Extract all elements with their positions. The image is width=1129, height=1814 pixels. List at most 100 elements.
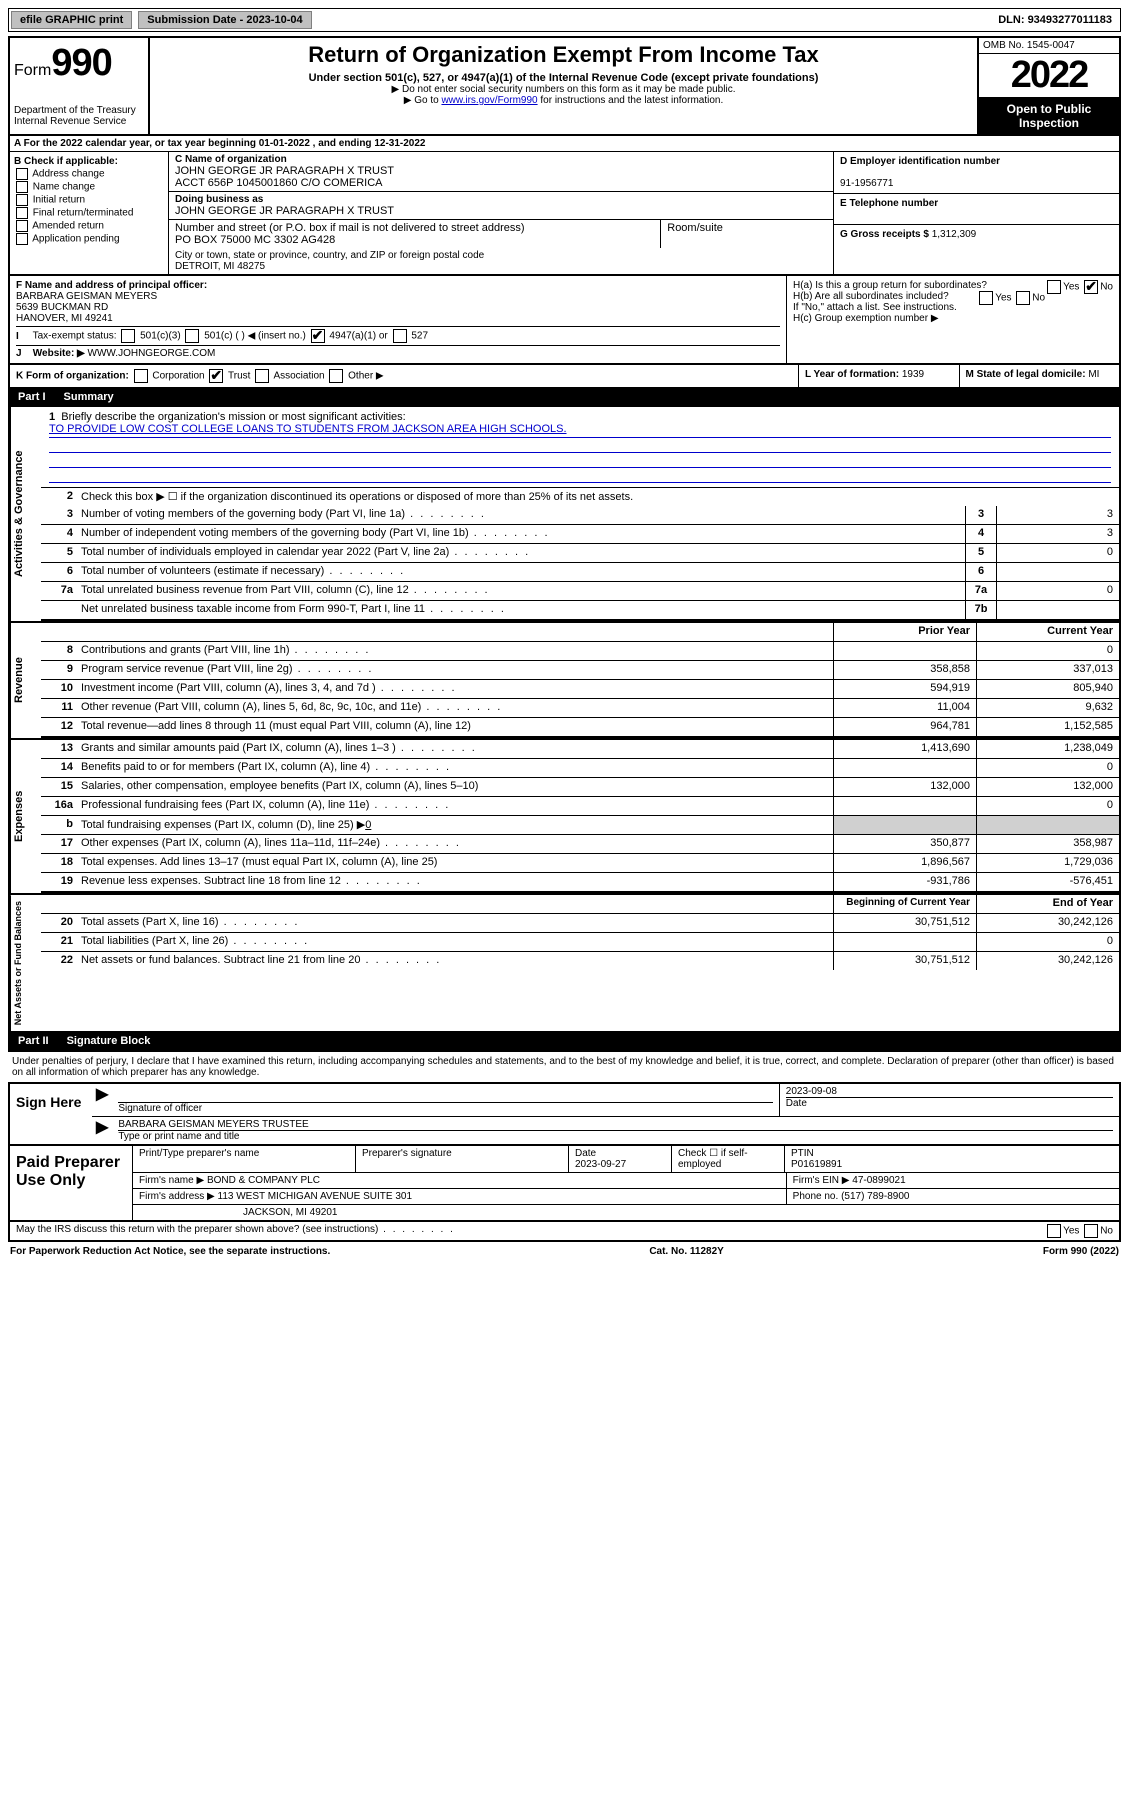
e-phone: E Telephone number — [834, 194, 1119, 225]
ha-group-return: H(a) Is this a group return for subordin… — [793, 280, 1113, 291]
cb-name-change[interactable]: Name change — [14, 181, 164, 193]
f-addr1: 5639 BUCKMAN RD — [16, 302, 108, 313]
line-4: 4Number of independent voting members of… — [41, 525, 1119, 544]
line-10: 10Investment income (Part VIII, column (… — [41, 680, 1119, 699]
mission-blank-1 — [49, 438, 1111, 453]
addr-row: Number and street (or P.O. box if mail i… — [169, 220, 833, 248]
sig-row-1: ▶ Signature of officer 2023-09-08 Date — [92, 1084, 1119, 1117]
mission-blank-3 — [49, 468, 1111, 483]
f-addr2: HANOVER, MI 49241 — [16, 313, 113, 324]
officer-status-block: F Name and address of principal officer:… — [8, 276, 1121, 365]
i-o3: 4947(a)(1) or — [329, 331, 387, 342]
row-a-tax-year: A For the 2022 calendar year, or tax yea… — [8, 136, 1121, 152]
tax-year: 2022 — [979, 54, 1119, 98]
m-label: M State of legal domicile: — [966, 369, 1086, 380]
line-1-mission: 1 Briefly describe the organization's mi… — [41, 407, 1119, 488]
part2-header: Part II Signature Block — [8, 1033, 1121, 1051]
prep-addr2: JACKSON, MI 49201 — [133, 1205, 343, 1220]
i-tax-status: I Tax-exempt status: 501(c)(3) 501(c) ( … — [16, 326, 780, 343]
part1-header: Part I Summary — [8, 389, 1121, 407]
submission-date-value: 2023-10-04 — [246, 14, 302, 26]
dln-value: 93493277011183 — [1028, 14, 1112, 26]
m-state: M State of legal domicile: MI — [960, 365, 1120, 387]
vtab-expenses: Expenses — [10, 740, 41, 893]
line-7a: 7aTotal unrelated business revenue from … — [41, 582, 1119, 601]
part2-title: Signature Block — [67, 1035, 151, 1047]
i-o4: 527 — [411, 331, 428, 342]
section-expenses: Expenses 13Grants and similar amounts pa… — [8, 740, 1121, 895]
prep-selfemp: Check ☐ if self-employed — [672, 1146, 785, 1172]
hc-exemption: H(c) Group exemption number ▶ — [793, 313, 1113, 324]
line-5: 5Total number of individuals employed in… — [41, 544, 1119, 563]
paid-preparer-block: Paid Preparer Use Only Print/Type prepar… — [8, 1146, 1121, 1222]
header-right: OMB No. 1545-0047 2022 Open to Public In… — [977, 38, 1119, 134]
prep-firm-addr: Firm's address ▶ 113 WEST MICHIGAN AVENU… — [133, 1189, 787, 1204]
line-17: 17Other expenses (Part IX, column (A), l… — [41, 835, 1119, 854]
header-mid: Return of Organization Exempt From Incom… — [150, 38, 977, 134]
officer-sig-label: Signature of officer — [118, 1102, 772, 1114]
f-label: F Name and address of principal officer: — [16, 280, 207, 291]
col-deg: D Employer identification number 91-1956… — [833, 152, 1119, 274]
dln-label: DLN: — [998, 14, 1027, 26]
cb-address-change[interactable]: Address change — [14, 168, 164, 180]
footer-mid: Cat. No. 11282Y — [649, 1246, 723, 1257]
dba-cell: Doing business as JOHN GEORGE JR PARAGRA… — [169, 192, 833, 220]
prep-ptin-cell: PTINP01619891 — [785, 1146, 1119, 1172]
sign-here-label: Sign Here — [10, 1084, 92, 1144]
submission-date-label: Submission Date - — [147, 14, 246, 26]
cb-final-return[interactable]: Final return/terminated — [14, 207, 164, 219]
paid-preparer-label: Paid Preparer Use Only — [10, 1146, 133, 1220]
line-12: 12Total revenue—add lines 8 through 11 (… — [41, 718, 1119, 738]
klm-block: K Form of organization: Corporation Trus… — [8, 365, 1121, 389]
goto-pre: ▶ Go to — [404, 95, 442, 106]
line-15: 15Salaries, other compensation, employee… — [41, 778, 1119, 797]
cb-amended-return[interactable]: Amended return — [14, 220, 164, 232]
room-cell: Room/suite — [661, 220, 833, 248]
net-content: Beginning of Current Year End of Year 20… — [41, 895, 1119, 1031]
mission-text: TO PROVIDE LOW COST COLLEGE LOANS TO STU… — [49, 423, 1111, 438]
street-label: Number and street (or P.O. box if mail i… — [175, 222, 525, 234]
line-19: 19Revenue less expenses. Subtract line 1… — [41, 873, 1119, 893]
line-16a: 16aProfessional fundraising fees (Part I… — [41, 797, 1119, 816]
submission-date-button[interactable]: Submission Date - 2023-10-04 — [138, 11, 311, 29]
irs-link[interactable]: www.irs.gov/Form990 — [441, 95, 537, 106]
discuss-yesno: Yes No — [1045, 1224, 1113, 1238]
arrow-icon: ▶ — [92, 1084, 112, 1116]
form-header: Form990 Department of the Treasury Inter… — [8, 36, 1121, 136]
f-name: BARBARA GEISMAN MEYERS — [16, 291, 157, 302]
line-6: 6Total number of volunteers (estimate if… — [41, 563, 1119, 582]
section-revenue: Revenue Prior Year Current Year 8Contrib… — [8, 623, 1121, 740]
city-label: City or town, state or province, country… — [175, 250, 484, 261]
cb-application-pending[interactable]: Application pending — [14, 233, 164, 245]
form-990: Form990 — [14, 42, 144, 85]
form-title: Return of Organization Exempt From Incom… — [156, 42, 971, 68]
efile-print-button[interactable]: efile GRAPHIC print — [11, 11, 132, 29]
i-o2: 501(c) ( ) ◀ (insert no.) — [204, 331, 306, 342]
dba-value: JOHN GEORGE JR PARAGRAPH X TRUST — [175, 205, 394, 217]
line-3-val: 3 — [996, 506, 1119, 524]
room-label: Room/suite — [667, 222, 723, 234]
prep-phone: Phone no. (517) 789-8900 — [787, 1189, 1119, 1204]
form-instruction-2: ▶ Go to www.irs.gov/Form990 for instruct… — [156, 95, 971, 106]
l-value: 1939 — [902, 369, 924, 380]
d-value: 91-1956771 — [840, 178, 893, 189]
k-corp: Corporation — [152, 371, 204, 382]
fk-left: F Name and address of principal officer:… — [10, 276, 786, 363]
k-assoc: Association — [273, 371, 324, 382]
section-net-assets: Net Assets or Fund Balances Beginning of… — [8, 895, 1121, 1033]
footer-left: For Paperwork Reduction Act Notice, see … — [10, 1246, 330, 1257]
i-label: Tax-exempt status: — [33, 331, 117, 342]
prep-date-cell: Date2023-09-27 — [569, 1146, 672, 1172]
line-3-desc: Number of voting members of the governin… — [77, 506, 965, 524]
m-value: MI — [1088, 369, 1099, 380]
k-other: Other ▶ — [348, 371, 383, 382]
part1-tag: Part I — [18, 391, 46, 403]
j-label: Website: ▶ — [33, 348, 85, 359]
cb-initial-return[interactable]: Initial return — [14, 194, 164, 206]
line-18: 18Total expenses. Add lines 13–17 (must … — [41, 854, 1119, 873]
ha-label: H(a) Is this a group return for subordin… — [793, 280, 987, 291]
j-website: J Website: ▶ WWW.JOHNGEORGE.COM — [16, 345, 780, 359]
org-name-label: C Name of organization — [175, 154, 287, 165]
identity-block: B Check if applicable: Address change Na… — [8, 152, 1121, 276]
hdr-end: End of Year — [976, 895, 1119, 913]
